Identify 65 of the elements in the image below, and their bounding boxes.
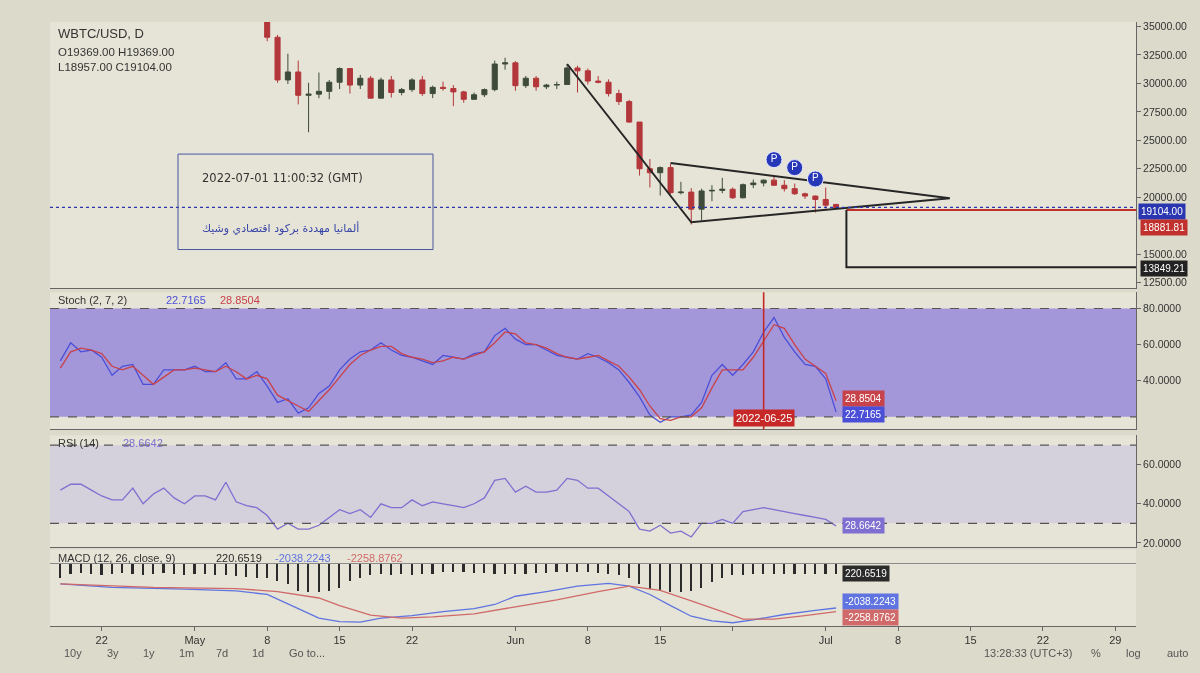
text: log — [1126, 647, 1141, 659]
text: 28.8504 — [220, 294, 260, 306]
text: auto — [1167, 647, 1189, 659]
chart-title: WBTC/USD, D — [58, 26, 144, 41]
y-tick-label: 27500.00 — [1143, 105, 1188, 118]
data-label: 13849.21 — [1143, 263, 1186, 274]
x-tick-label: 29 — [1109, 634, 1122, 647]
y-tick-label: 35000.00 — [1143, 20, 1188, 33]
x-tick-label: 8 — [584, 634, 591, 647]
ref-line-label: 2022-06-25 — [736, 412, 793, 424]
data-label: 28.6642 — [845, 520, 882, 531]
y-tick-label: 12500.00 — [1143, 276, 1188, 289]
y-tick-label: 25000.00 — [1143, 133, 1188, 146]
data-label: 28.8504 — [845, 393, 882, 404]
y-tick-label: 15000.00 — [1143, 247, 1188, 260]
data-label: 22.7165 — [845, 409, 882, 420]
x-tick-label: Jul — [818, 634, 833, 647]
series-label: 220.6519 — [216, 552, 262, 564]
text: 28.6642 — [123, 437, 163, 449]
ref-line-label: 19104.00 — [1141, 206, 1184, 217]
text: 3y — [107, 647, 120, 659]
y-tick-label: 80.0000 — [1143, 302, 1182, 315]
text: 220.6519 — [845, 568, 887, 579]
x-tick-label: 22 — [95, 634, 108, 647]
data-label: 18881.81 — [1143, 222, 1186, 233]
y-tick-label: 60.0000 — [1143, 338, 1182, 351]
x-tick-label: 15 — [654, 634, 667, 647]
text: 1d — [252, 647, 265, 659]
y-tick-label: 30000.00 — [1143, 77, 1188, 90]
chart-title: RSI (14) — [58, 437, 99, 449]
series-label: -2258.8762 — [845, 612, 897, 623]
y-tick-label: 60.0000 — [1143, 458, 1182, 471]
data-label: P — [770, 153, 778, 165]
text: -2038.2243 — [275, 552, 331, 564]
text: 1y — [143, 647, 156, 659]
text: 10y — [64, 647, 83, 659]
chart-title: MACD (12, 26, close, 9) — [58, 552, 176, 564]
y-tick-label: 32500.00 — [1143, 48, 1188, 61]
y-tick-label: 20.0000 — [1143, 536, 1182, 549]
y-tick-label: 22500.00 — [1143, 162, 1188, 175]
chart-title: Stoch (2, 7, 2) — [58, 294, 128, 306]
x-tick-label: 22 — [1036, 634, 1050, 647]
x-tick-label: May — [184, 634, 206, 647]
text: O19369.00 H19369.00 L18957.00 C19104.00 — [58, 46, 175, 73]
y-tick-label: 20000.00 — [1143, 190, 1188, 203]
annotation: ألمانيا مهددة بركود اقتصادي وشيك — [202, 221, 360, 235]
annotation: 2022-07-01 11:00:32 (GMT) — [202, 171, 363, 185]
y-tick-label: 40.0000 — [1143, 374, 1182, 387]
x-tick-label: 15 — [964, 634, 977, 647]
text: -2258.8762 — [347, 552, 403, 564]
x-tick-label: 8 — [895, 634, 902, 647]
text: Go to... — [289, 647, 326, 659]
text: 13:28:33 (UTC+3) — [984, 647, 1073, 659]
text: 1m — [179, 647, 195, 659]
text: % — [1091, 647, 1101, 659]
x-tick-label: 8 — [264, 634, 271, 647]
text: 7d — [216, 647, 229, 659]
text: 22.7165 — [166, 294, 206, 306]
x-tick-label: 22 — [405, 634, 419, 647]
data-label: P — [812, 172, 820, 184]
y-tick-label: 40.0000 — [1143, 497, 1182, 510]
x-tick-label: Jun — [506, 634, 525, 647]
series-label: -2038.2243 — [845, 596, 897, 607]
data-label: P — [791, 161, 799, 173]
x-tick-label: 15 — [333, 634, 346, 647]
